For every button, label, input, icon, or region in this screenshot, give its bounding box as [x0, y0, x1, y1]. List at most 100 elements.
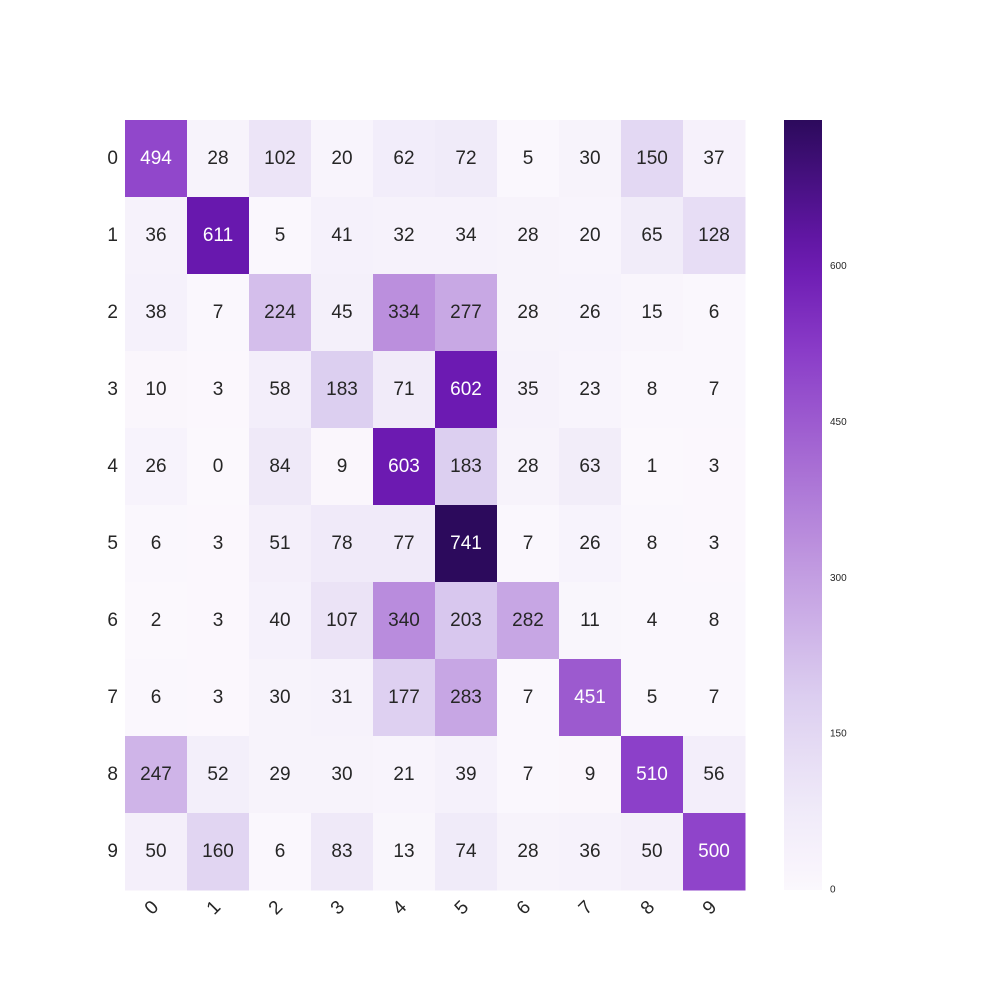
cell-value-label-r9-c5: 74 [455, 841, 477, 862]
heatmap-cell-r3-c7 [559, 351, 622, 429]
heatmap-cell-r3-c0 [125, 351, 188, 429]
heatmap-cell-r0-c2 [249, 120, 312, 198]
heatmap-cell-r2-c9 [683, 274, 746, 352]
cell-value-label-r1-c4: 32 [393, 225, 414, 246]
heatmap-cell-r0-c3 [311, 120, 374, 198]
y-tick-label-7: 7 [107, 687, 118, 708]
heatmap-cell-r5-c6 [497, 505, 560, 583]
cell-value-label-r3-c9: 7 [709, 379, 720, 400]
heatmap-cell-r4-c5 [435, 428, 498, 506]
heatmap-cell-r5-c2 [249, 505, 312, 583]
cell-value-label-r5-c5: 741 [450, 533, 482, 554]
cell-value-label-r9-c7: 36 [579, 841, 600, 862]
cell-value-label-r8-c0: 247 [140, 764, 172, 785]
x-tick-label-5: 5 [451, 897, 473, 919]
heatmap-cell-r3-c8 [621, 351, 684, 429]
heatmap-cell-r7-c5 [435, 659, 498, 737]
heatmap-cell-r0-c6 [497, 120, 560, 198]
heatmap-cell-r5-c7 [559, 505, 622, 583]
heatmap-cell-r9-c5 [435, 813, 498, 891]
cell-value-label-r4-c4: 603 [388, 456, 420, 477]
colorbar-tick-labels: 0 150 300 450 600 [830, 261, 847, 895]
cell-value-label-r2-c5: 277 [450, 302, 482, 323]
cell-value-label-r0-c3: 20 [331, 148, 352, 169]
x-axis-tick-labels: 0 1 2 3 4 5 6 7 8 9 [141, 897, 721, 920]
heatmap-cell-r4-c4 [373, 428, 436, 506]
heatmap-cell-r1-c4 [373, 197, 436, 275]
heatmap-cell-r2-c5 [435, 274, 498, 352]
cell-value-label-r7-c0: 6 [151, 687, 162, 708]
cell-value-label-r7-c4: 177 [388, 687, 420, 708]
y-tick-label-8: 8 [107, 764, 118, 785]
cell-value-label-r2-c2: 224 [264, 302, 296, 323]
heatmap-cell-r4-c7 [559, 428, 622, 506]
cell-value-label-r6-c1: 3 [213, 610, 224, 631]
cell-value-label-r0-c9: 37 [703, 148, 724, 169]
y-tick-label-3: 3 [107, 379, 118, 400]
cell-value-label-r2-c6: 28 [517, 302, 538, 323]
cell-value-label-r7-c7: 451 [574, 687, 606, 708]
heatmap-cell-r6-c4 [373, 582, 436, 660]
heatmap-cell-r6-c0 [125, 582, 188, 660]
heatmap-cell-r2-c7 [559, 274, 622, 352]
cell-value-label-r6-c4: 340 [388, 610, 420, 631]
cell-value-label-r9-c3: 83 [331, 841, 352, 862]
cell-value-label-r8-c9: 56 [703, 764, 724, 785]
cell-value-label-r8-c7: 9 [585, 764, 596, 785]
heatmap-cell-r4-c0 [125, 428, 188, 506]
colorbar [784, 120, 822, 890]
x-tick-label-6: 6 [513, 897, 535, 919]
cell-value-label-r6-c2: 40 [269, 610, 290, 631]
cell-value-label-r8-c4: 21 [393, 764, 414, 785]
heatmap-cell-r7-c0 [125, 659, 188, 737]
cell-value-label-r3-c5: 602 [450, 379, 482, 400]
cell-value-label-r0-c4: 62 [393, 148, 414, 169]
cell-value-label-r1-c2: 5 [275, 225, 286, 246]
heatmap-cell-r3-c9 [683, 351, 746, 429]
cell-value-label-r4-c6: 28 [517, 456, 538, 477]
cell-value-label-r3-c6: 35 [517, 379, 538, 400]
heatmap-cell-r9-c8 [621, 813, 684, 891]
heatmap-cell-r3-c3 [311, 351, 374, 429]
cell-value-label-r5-c9: 3 [709, 533, 720, 554]
cell-value-label-r5-c1: 3 [213, 533, 224, 554]
cell-value-label-r2-c8: 15 [641, 302, 662, 323]
heatmap-cell-r8-c7 [559, 736, 622, 814]
cell-value-label-r5-c3: 78 [331, 533, 352, 554]
heatmap-cell-r6-c1 [187, 582, 250, 660]
heatmap-cell-r9-c4 [373, 813, 436, 891]
cell-value-label-r7-c6: 7 [523, 687, 534, 708]
heatmap-cell-r9-c1 [187, 813, 250, 891]
cell-value-label-r9-c1: 160 [202, 841, 234, 862]
heatmap-cell-r5-c4 [373, 505, 436, 583]
cell-value-label-r1-c9: 128 [698, 225, 730, 246]
heatmap-cell-r0-c4 [373, 120, 436, 198]
heatmap-cell-r7-c9 [683, 659, 746, 737]
heatmap-cell-r6-c3 [311, 582, 374, 660]
cell-value-label-r0-c6: 5 [523, 148, 534, 169]
heatmap-cell-r1-c7 [559, 197, 622, 275]
cell-value-label-r6-c9: 8 [709, 610, 720, 631]
heatmap-cell-r1-c8 [621, 197, 684, 275]
heatmap-cell-r7-c8 [621, 659, 684, 737]
cell-value-label-r0-c8: 150 [636, 148, 668, 169]
cell-value-label-r5-c0: 6 [151, 533, 162, 554]
heatmap-cell-r7-c7 [559, 659, 622, 737]
cell-value-label-r8-c2: 29 [269, 764, 290, 785]
heatmap-cell-r7-c4 [373, 659, 436, 737]
heatmap-cell-r9-c3 [311, 813, 374, 891]
cell-value-label-r9-c6: 28 [517, 841, 538, 862]
heatmap-cell-r4-c2 [249, 428, 312, 506]
cell-value-label-r2-c9: 6 [709, 302, 720, 323]
heatmap-cell-r4-c8 [621, 428, 684, 506]
heatmap-cell-r1-c9 [683, 197, 746, 275]
heatmap-cell-r9-c6 [497, 813, 560, 891]
cell-value-label-r7-c3: 31 [331, 687, 352, 708]
heatmap-cell-r4-c6 [497, 428, 560, 506]
x-tick-label-3: 3 [327, 897, 349, 919]
cell-value-label-r3-c7: 23 [579, 379, 600, 400]
heatmap-cell-r9-c2 [249, 813, 312, 891]
heatmap-cell-r2-c1 [187, 274, 250, 352]
cell-value-label-r5-c4: 77 [393, 533, 414, 554]
cell-value-label-r2-c7: 26 [579, 302, 600, 323]
